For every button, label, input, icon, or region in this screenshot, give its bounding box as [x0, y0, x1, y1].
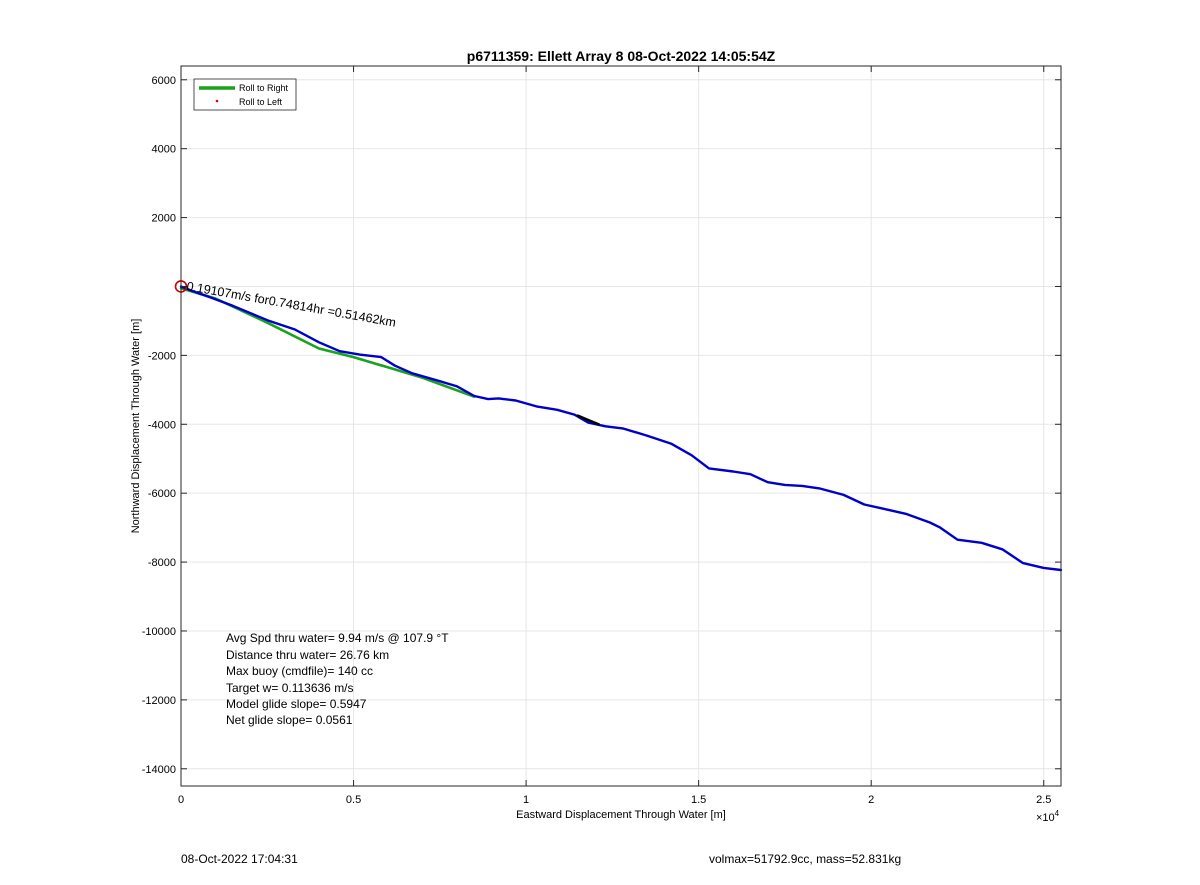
- series-line-3: [576, 414, 600, 426]
- axes-frame: [180, 65, 1062, 787]
- x-exponent-label: ×104: [1036, 809, 1060, 824]
- x-tick-label: 2: [868, 794, 874, 806]
- footer-mass-info: volmax=51792.9cc, mass=52.831kg: [709, 852, 902, 866]
- y-tick-label: -12000: [142, 695, 176, 707]
- series-line-2: [179, 285, 1063, 572]
- y-tick-label: -6000: [148, 488, 176, 500]
- x-tick-label: 0: [178, 794, 184, 806]
- legend-roll-left-label: Roll to Left: [239, 97, 283, 107]
- stat-avg-speed: Avg Spd thru water= 9.94 m/s @ 107.9 °T: [226, 631, 449, 645]
- stat-net-glide: Net glide slope= 0.0561: [226, 713, 353, 727]
- stats-text-block: Avg Spd thru water= 9.94 m/s @ 107.9 °T …: [226, 631, 449, 727]
- x-tick-label: 2.5: [1036, 794, 1051, 806]
- y-tick-label: -4000: [148, 419, 176, 431]
- legend-box: [193, 78, 297, 111]
- stat-model-glide: Model glide slope= 0.5947: [226, 697, 367, 711]
- y-tick-label: -8000: [148, 557, 176, 569]
- stat-target-w: Target w= 0.113636 m/s: [226, 681, 354, 695]
- legend-roll-left-swatch: [215, 99, 219, 103]
- y-tick-label: -2000: [148, 350, 176, 362]
- y-axis-label: Northward Displacement Through Water [m]: [130, 319, 142, 534]
- stat-max-buoy: Max buoy (cmdfile)= 140 cc: [226, 664, 373, 678]
- chart-title: p6711359: Ellett Array 8 08-Oct-2022 14:…: [467, 48, 776, 64]
- y-tick-label: 4000: [152, 144, 176, 156]
- legend-roll-right-label: Roll to Right: [239, 83, 289, 93]
- legend: Roll to Right Roll to Left: [193, 78, 297, 111]
- stat-distance: Distance thru water= 26.76 km: [226, 648, 389, 662]
- x-tick-label: 1.5: [691, 794, 706, 806]
- x-axis-label: Eastward Displacement Through Water [m]: [516, 809, 726, 821]
- footer-timestamp: 08-Oct-2022 17:04:31: [181, 852, 298, 866]
- y-tick-label: -10000: [142, 626, 176, 638]
- grid: [180, 66, 1061, 786]
- x-exponent-power: 4: [1055, 809, 1060, 818]
- x-tick-label: 0.5: [346, 794, 361, 806]
- axes-background: [181, 66, 1061, 786]
- y-tick-label: -14000: [142, 764, 176, 776]
- y-tick-label: 2000: [152, 213, 176, 225]
- y-tick-label: 6000: [152, 75, 176, 87]
- x-tick-label: 1: [523, 794, 529, 806]
